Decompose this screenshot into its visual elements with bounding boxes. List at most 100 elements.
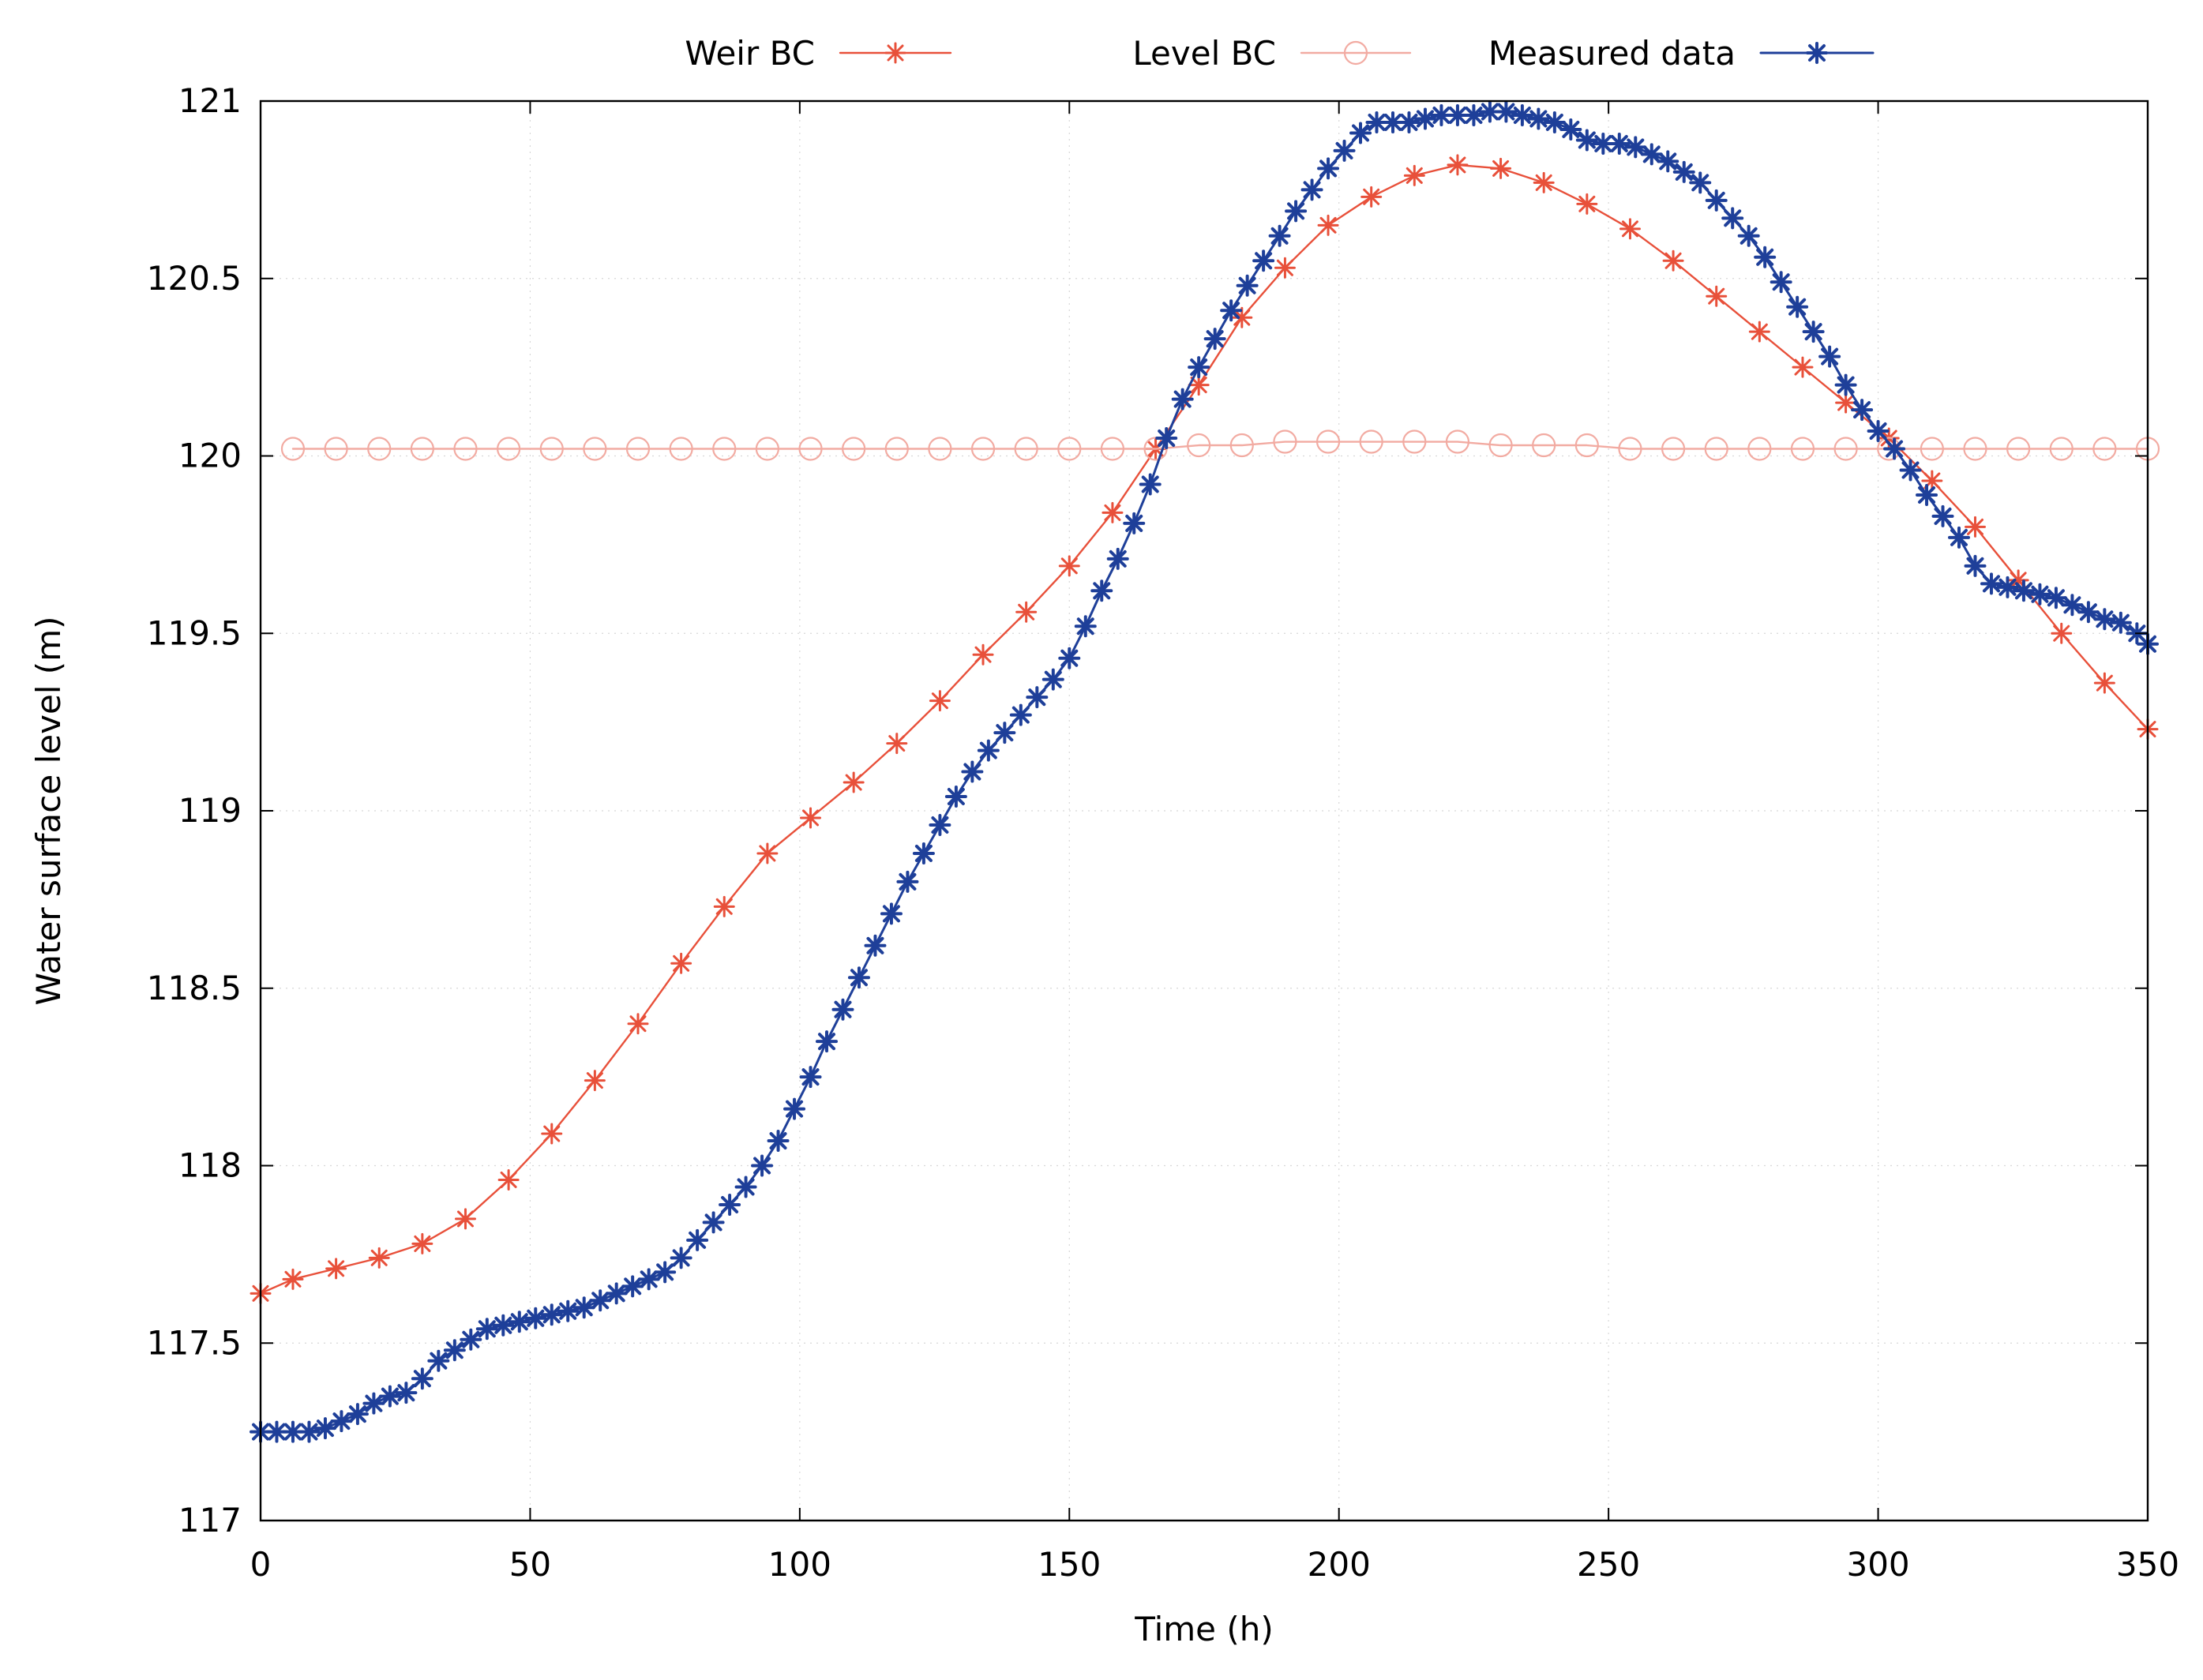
- data-point-measured-data-91: [1721, 207, 1744, 230]
- data-point-measured-data-41-d2: [914, 844, 933, 862]
- data-point-measured-data-1: [265, 1420, 288, 1443]
- y-tick-label-120: 120: [178, 437, 242, 475]
- data-point-weir-bc-9: [627, 1013, 649, 1035]
- data-point-measured-data-82: [1575, 129, 1598, 152]
- data-point-measured-data-21: [589, 1289, 612, 1312]
- data-point-measured-data-43-d2: [947, 788, 965, 806]
- data-point-measured-data-19: [557, 1299, 580, 1322]
- y-tick-label-117: 117: [178, 1501, 242, 1539]
- data-point-measured-data-67: [1333, 139, 1356, 162]
- data-point-measured-data-111: [2044, 587, 2067, 609]
- data-point-measured-data-69-d2: [1368, 113, 1386, 131]
- data-point-weir-bc-43-d2: [2096, 674, 2113, 692]
- data-point-weir-bc-26-d2: [1363, 188, 1380, 205]
- data-point-measured-data-109: [2012, 579, 2035, 602]
- data-point-level-bc-28: [1488, 433, 1513, 458]
- data-point-measured-data-30: [734, 1176, 757, 1198]
- data-point-weir-bc-42: [2051, 622, 2073, 644]
- data-point-measured-data-81-d2: [1562, 120, 1580, 138]
- data-point-level-bc-30: [1574, 433, 1599, 458]
- data-point-measured-data-104: [1931, 504, 1954, 527]
- data-point-measured-data-84-d2: [1610, 134, 1628, 152]
- data-point-weir-bc-40: [1964, 516, 1986, 538]
- data-point-level-bc-21: [1187, 433, 1211, 458]
- data-point-measured-data-55-d2: [1141, 475, 1159, 493]
- data-point-measured-data-48-d2: [1028, 688, 1046, 707]
- data-point-measured-data-17-d2: [527, 1309, 545, 1327]
- data-point-measured-data-20: [572, 1296, 595, 1319]
- data-point-measured-data-105: [1948, 526, 1970, 549]
- data-point-measured-data-3: [298, 1420, 321, 1443]
- data-point-level-bc-38: [1920, 437, 1944, 461]
- y-tick-label-118-5: 118.5: [147, 969, 242, 1007]
- data-point-measured-data-49: [1041, 668, 1064, 691]
- data-point-measured-data-8-d2: [381, 1387, 399, 1405]
- data-point-measured-data-22-d2: [607, 1284, 625, 1303]
- y-tick-label-119-5: 119.5: [147, 613, 242, 652]
- data-point-weir-bc-36-d2: [1794, 358, 1811, 376]
- data-point-measured-data-29: [719, 1193, 741, 1216]
- data-point-measured-data-23: [621, 1275, 644, 1298]
- data-point-weir-bc-20-d2: [1104, 504, 1121, 521]
- data-point-weir-bc-4-d2: [414, 1235, 431, 1252]
- data-point-measured-data-7: [362, 1392, 385, 1415]
- data-point-weir-bc-15-d2: [888, 735, 906, 752]
- data-point-weir-bc-4: [411, 1232, 433, 1254]
- data-point-measured-data-11-d2: [430, 1352, 448, 1370]
- data-point-measured-data-93: [1754, 246, 1777, 268]
- data-point-measured-data-83-d2: [1594, 134, 1612, 152]
- data-point-measured-data-31: [751, 1154, 774, 1177]
- data-point-measured-data-86: [1640, 143, 1663, 166]
- data-point-weir-bc-1-d2: [284, 1270, 302, 1288]
- data-point-measured-data-24-d2: [640, 1270, 658, 1288]
- data-point-level-bc-17: [1014, 437, 1038, 461]
- legend-marker-weir-bc-d2: [887, 44, 904, 62]
- data-point-weir-bc-12: [756, 842, 779, 864]
- legend-marker-measured-data-d2: [1808, 44, 1826, 62]
- data-point-weir-bc-23-d2: [1233, 309, 1251, 326]
- data-point-measured-data-9: [395, 1382, 418, 1404]
- data-point-measured-data-87-d2: [1659, 152, 1677, 171]
- data-point-measured-data-4-d2: [316, 1419, 334, 1438]
- data-point-measured-data-88: [1672, 160, 1695, 183]
- data-point-weir-bc-6: [497, 1168, 520, 1191]
- data-point-measured-data-91-d2: [1724, 209, 1742, 227]
- data-point-measured-data-80: [1543, 111, 1566, 133]
- series-line-level-bc: [291, 441, 2149, 450]
- data-point-measured-data-92: [1737, 224, 1760, 247]
- y-tick-label-118: 118: [178, 1146, 242, 1185]
- data-point-measured-data-35-d2: [818, 1033, 835, 1051]
- data-point-measured-data-37: [847, 966, 870, 989]
- y-tick-label-117-5: 117.5: [147, 1323, 242, 1362]
- series-measured-data: [250, 100, 2159, 1443]
- legend-label-level-bc: Level BC: [1132, 34, 1276, 73]
- data-point-weir-bc-3-d2: [370, 1249, 388, 1266]
- data-point-weir-bc-16: [929, 690, 951, 712]
- data-point-measured-data-47-d2: [1011, 706, 1030, 724]
- data-point-weir-bc-25: [1317, 214, 1339, 236]
- data-point-measured-data-70-d2: [1384, 113, 1402, 131]
- data-point-measured-data-36: [831, 998, 854, 1021]
- data-point-weir-bc-24: [1274, 257, 1296, 279]
- data-point-weir-bc-37: [1835, 392, 1857, 414]
- data-point-measured-data-92-d2: [1740, 227, 1758, 245]
- data-point-weir-bc-18-d2: [1018, 603, 1035, 621]
- data-point-level-bc-34: [1747, 437, 1772, 461]
- data-point-measured-data-14-d2: [478, 1320, 496, 1338]
- data-point-weir-bc-33-d2: [1664, 252, 1682, 269]
- data-point-measured-data-75-d2: [1465, 106, 1483, 124]
- data-point-weir-bc-12-d2: [759, 845, 776, 862]
- data-point-measured-data-57-d2: [1173, 390, 1192, 408]
- x-tick-label-300: 300: [1846, 1545, 1909, 1584]
- data-point-level-bc-22: [1229, 433, 1254, 458]
- data-point-measured-data-25: [654, 1261, 677, 1284]
- data-point-measured-data-10: [411, 1367, 433, 1390]
- data-point-level-bc-4: [453, 437, 478, 461]
- data-point-weir-bc-7: [541, 1123, 563, 1145]
- data-point-weir-bc-22: [1188, 374, 1210, 396]
- data-point-level-bc-27: [1445, 429, 1470, 454]
- data-point-measured-data-42: [929, 813, 951, 836]
- data-point-measured-data-57: [1171, 388, 1194, 411]
- data-point-level-bc-24: [1315, 429, 1341, 454]
